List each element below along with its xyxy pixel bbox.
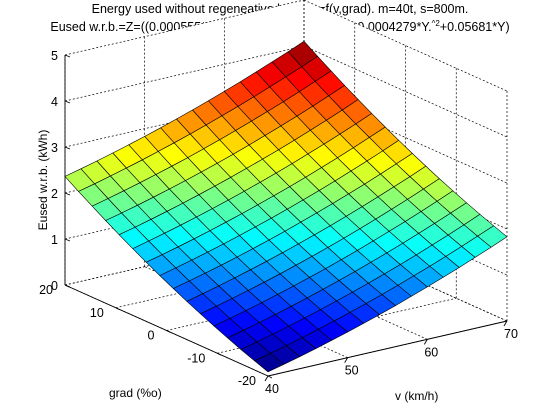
surface-cell-0-14 — [64, 168, 95, 192]
z-tick-mark-0 — [64, 284, 71, 288]
x-tick-mark-40 — [264, 375, 269, 382]
x-axis-line — [267, 320, 508, 377]
grid-wall-right-z-5 — [303, 0, 508, 92]
surface-mesh — [64, 40, 508, 373]
z-tick-mark-2 — [64, 192, 71, 196]
grid-wall-left-z-4 — [64, 45, 305, 102]
title-line2-part3: +0.05681*Y) — [440, 20, 510, 34]
x-tick-label-50: 50 — [345, 364, 359, 378]
y-axis-label: grad (%o) — [109, 386, 162, 400]
grid-wall-right-z-4 — [303, 45, 508, 138]
x-tick-label-40: 40 — [265, 382, 279, 396]
z-tick-mark-5 — [64, 54, 71, 58]
axes-lines — [64, 54, 508, 382]
x-tick-mark-70 — [503, 320, 508, 327]
y-tick-label-0: 0 — [148, 329, 155, 343]
z-tick-label-1: 1 — [51, 233, 58, 247]
y-tick-mark-10 — [115, 307, 120, 311]
y-tick-label--20: -20 — [238, 374, 256, 388]
x-tick-mark-60 — [423, 339, 428, 345]
z-tick-label-4: 4 — [51, 95, 58, 109]
x-tick-mark-50 — [344, 357, 349, 363]
title-line2-sup2: ^2 — [432, 19, 441, 28]
y-tick-label-10: 10 — [90, 306, 104, 320]
x-tick-label-70: 70 — [504, 327, 518, 341]
z-axis-label: Eused w.r.b. (kWh) — [36, 130, 50, 231]
z-tick-label-0: 0 — [51, 279, 58, 293]
z-tick-label-3: 3 — [51, 141, 58, 155]
z-tick-mark-3 — [64, 146, 71, 150]
y-tick-mark--10 — [217, 352, 222, 356]
y-tick-mark--20 — [267, 375, 273, 379]
z-tick-label-5: 5 — [51, 49, 58, 63]
z-tick-mark-1 — [64, 238, 71, 242]
y-tick-mark-0 — [166, 330, 171, 333]
z-tick-label-2: 2 — [51, 187, 58, 201]
z-tick-mark-4 — [64, 100, 71, 104]
y-tick-label-20: 20 — [39, 283, 53, 297]
x-axis-label: v (km/h) — [395, 389, 438, 403]
y-tick-label--10: -10 — [187, 351, 205, 365]
x-tick-label-60: 60 — [424, 345, 438, 359]
grid-wall-left-z-5 — [64, 0, 305, 56]
